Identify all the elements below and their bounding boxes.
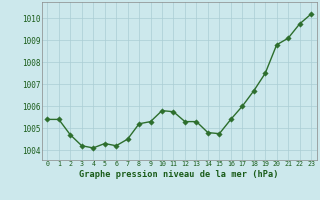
X-axis label: Graphe pression niveau de la mer (hPa): Graphe pression niveau de la mer (hPa) [79,170,279,179]
